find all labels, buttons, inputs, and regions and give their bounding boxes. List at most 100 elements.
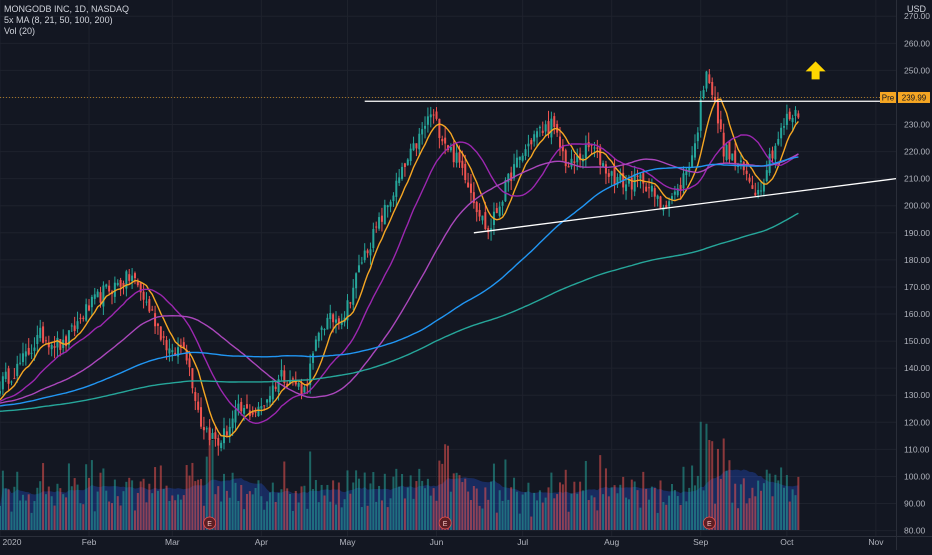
candle-body[interactable] [625,184,628,192]
candle-body[interactable] [44,340,47,342]
candle-body[interactable] [682,173,685,189]
candle-body[interactable] [590,144,593,146]
candle-body[interactable] [329,313,332,320]
candle-body[interactable] [303,386,306,393]
candle-body[interactable] [636,175,639,177]
candle-body[interactable] [579,153,582,161]
candle-body[interactable] [513,164,516,179]
candle-body[interactable] [627,179,630,184]
candle-body[interactable] [214,432,217,439]
earnings-marker-icon[interactable] [203,516,217,530]
candle-body[interactable] [59,339,62,350]
candle-body[interactable] [642,173,645,184]
candle-body[interactable] [481,215,484,221]
candle-body[interactable] [286,383,289,386]
candle-body[interactable] [401,166,404,179]
candle-body[interactable] [438,118,441,139]
candle-body[interactable] [699,99,702,131]
candle-body[interactable] [392,195,395,202]
candle-body[interactable] [168,348,171,354]
candle-body[interactable] [487,228,490,233]
candle-body[interactable] [596,147,599,149]
candle-body[interactable] [714,96,717,102]
candle-body[interactable] [352,287,355,305]
candle-body[interactable] [567,166,570,168]
candle-body[interactable] [464,163,467,181]
candle-body[interactable] [458,152,461,163]
candle-body[interactable] [257,406,260,417]
candle-body[interactable] [366,250,369,254]
candle-body[interactable] [96,291,99,298]
candle-body[interactable] [131,275,134,282]
candle-body[interactable] [455,152,458,163]
candle-body[interactable] [90,296,93,308]
candle-body[interactable] [739,160,742,163]
candle-body[interactable] [648,187,651,189]
candle-body[interactable] [42,326,45,343]
candle-body[interactable] [136,281,139,286]
candle-body[interactable] [599,146,602,165]
candle-body[interactable] [383,204,386,225]
candle-body[interactable] [550,118,553,138]
candle-body[interactable] [240,401,243,412]
candle-body[interactable] [527,143,530,147]
candle-body[interactable] [251,412,254,415]
candle-body[interactable] [326,317,329,330]
candle-body[interactable] [472,192,475,204]
candle-body[interactable] [553,116,556,127]
candle-body[interactable] [177,347,180,357]
candle-body[interactable] [760,190,763,192]
candle-body[interactable] [334,319,338,323]
candle-body[interactable] [234,409,237,423]
candle-body[interactable] [93,294,96,299]
candle-body[interactable] [65,336,68,347]
volume-indicator-label[interactable]: Vol (20) [4,26,36,36]
candle-body[interactable] [444,137,447,144]
candle-body[interactable] [294,381,297,385]
candle-body[interactable] [602,163,605,167]
candle-body[interactable] [708,74,711,84]
candle-body[interactable] [788,111,791,120]
candle-body[interactable] [340,321,343,325]
candle-body[interactable] [616,176,619,185]
symbol-title[interactable]: MONGODB INC, 1D, NASDAQ [4,4,130,14]
candle-body[interactable] [1,376,4,390]
candle-body[interactable] [484,212,487,230]
candle-body[interactable] [536,131,539,138]
candle-body[interactable] [693,143,696,158]
candle-body[interactable] [415,143,418,149]
candle-body[interactable] [797,113,800,118]
candle-body[interactable] [314,339,317,351]
candle-body[interactable] [39,327,42,339]
candle-body[interactable] [102,285,105,307]
candle-body[interactable] [558,136,562,148]
candle-body[interactable] [604,164,607,174]
candle-body[interactable] [13,378,16,380]
candle-body[interactable] [510,172,513,181]
candle-body[interactable] [194,392,197,401]
candle-body[interactable] [754,192,757,196]
candle-body[interactable] [645,186,648,192]
candle-body[interactable] [467,182,470,188]
candle-body[interactable] [665,204,668,209]
candle-body[interactable] [771,150,774,159]
candle-body[interactable] [533,134,536,142]
candle-body[interactable] [518,156,521,160]
candle-body[interactable] [461,160,464,168]
candle-body[interactable] [188,358,191,368]
candle-body[interactable] [429,114,432,118]
candle-body[interactable] [696,132,699,142]
candle-body[interactable] [412,143,415,151]
candle-body[interactable] [406,159,409,166]
candle-body[interactable] [245,404,248,409]
candle-body[interactable] [610,171,613,176]
candle-body[interactable] [395,180,398,197]
ma-indicator-label[interactable]: 5x MA (8, 21, 50, 100, 200) [4,15,113,25]
candle-body[interactable] [4,371,7,379]
candle-body[interactable] [79,317,82,319]
candle-body[interactable] [254,411,257,413]
candle-body[interactable] [113,282,116,297]
candle-body[interactable] [380,215,383,222]
candle-body[interactable] [283,370,286,383]
